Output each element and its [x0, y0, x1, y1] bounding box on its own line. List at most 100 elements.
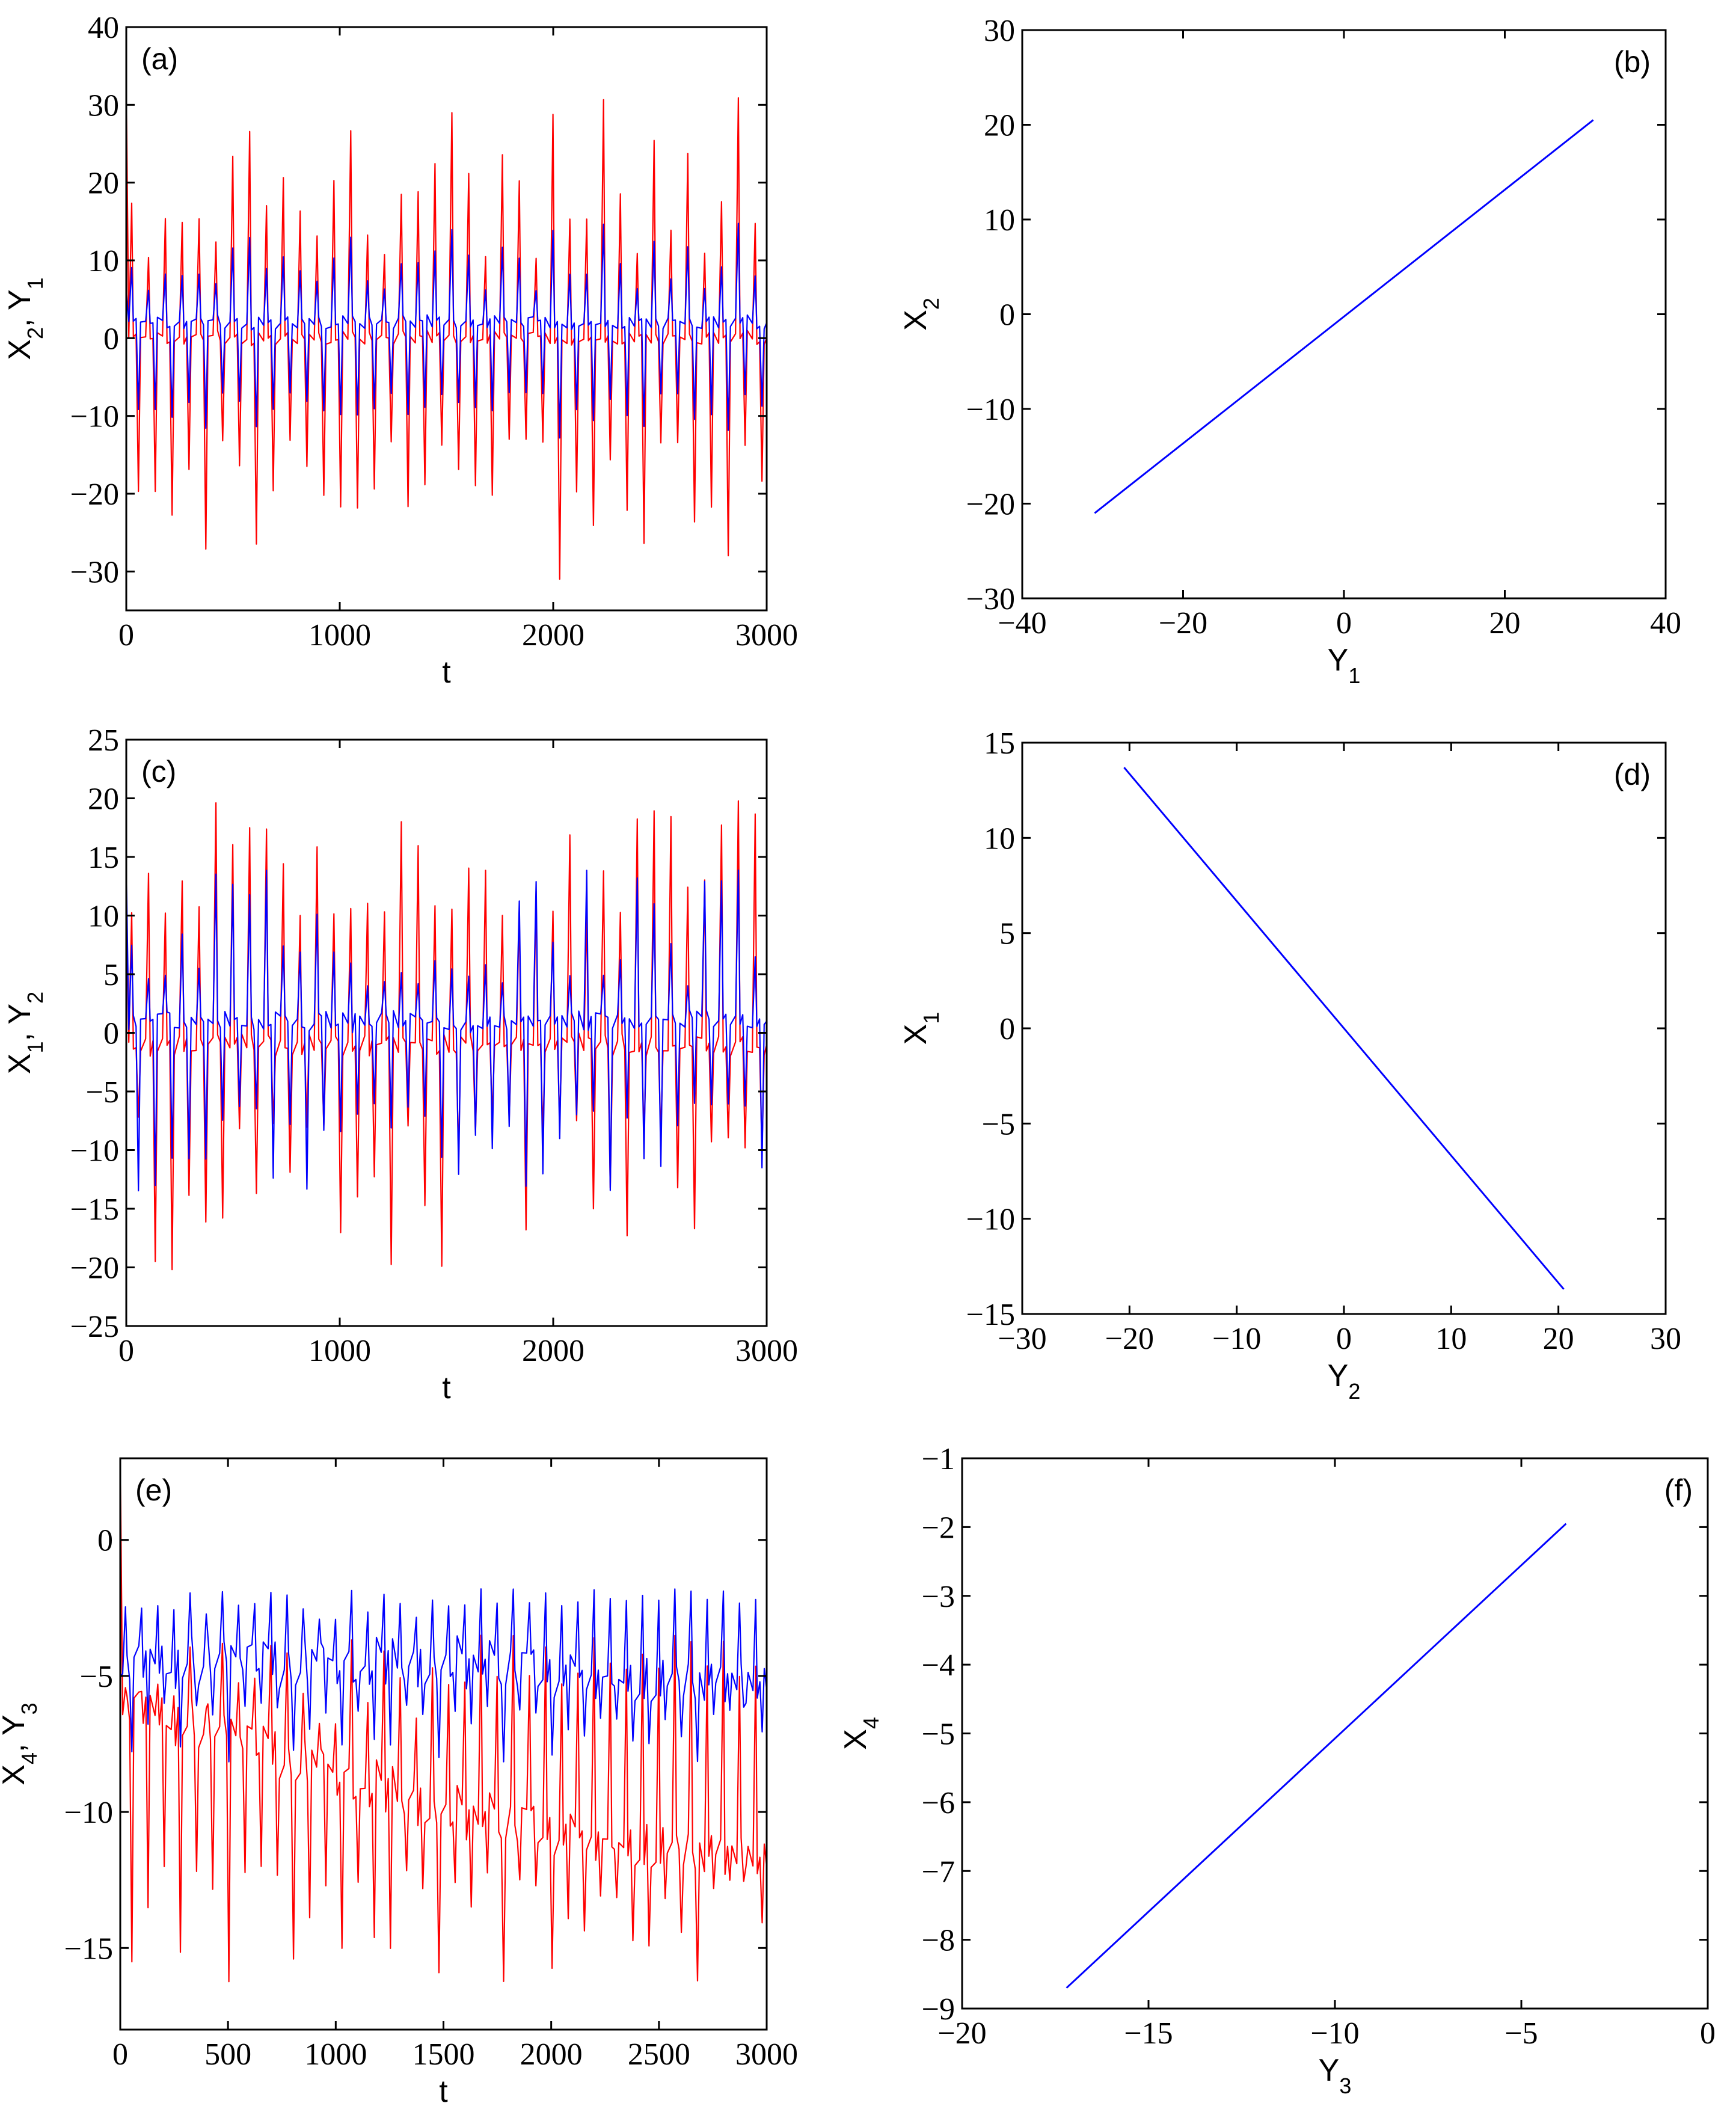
x-axis-label: t: [442, 1371, 451, 1405]
y-tick-label: −15: [966, 1298, 1015, 1332]
y-tick-label: −10: [966, 393, 1015, 427]
y-tick-label: −5: [922, 1717, 955, 1752]
series-y2: [126, 800, 767, 1271]
x-tick-label: 2000: [522, 618, 584, 652]
series-x2: [126, 223, 767, 439]
panel-label: (b): [1614, 45, 1651, 79]
y-tick-label: −10: [64, 1796, 113, 1830]
y-tick-label: 10: [984, 203, 1015, 238]
x-tick-label: 20: [1489, 606, 1521, 640]
series-x1-vs-y2: [1123, 767, 1565, 1290]
y-tick-label: 30: [984, 14, 1015, 48]
y-tick-label: 20: [88, 167, 119, 201]
y-tick-label: 0: [999, 298, 1015, 333]
x-tick-label: 1000: [308, 1334, 371, 1368]
x-tick-label: 2000: [522, 1334, 584, 1368]
x-tick-label: −5: [1504, 2016, 1538, 2051]
series-y1: [126, 89, 767, 580]
y-tick-label: −30: [966, 582, 1015, 616]
series-y3: [120, 1458, 767, 1983]
x-tick-label: 10: [1435, 1322, 1467, 1356]
y-tick-label: 40: [88, 11, 119, 45]
y-tick-label: −20: [70, 1251, 119, 1286]
y-axis-label: X2, Y1: [2, 277, 48, 360]
y-tick-label: 20: [984, 109, 1015, 143]
panel-a: 0 1000 2000 3000 −30 −20 −10 0 10 20 30 40 t X2, Y1 (a…: [2, 11, 798, 690]
y-tick-label: −25: [70, 1310, 119, 1344]
y-tick-label: 0: [97, 1524, 113, 1558]
y-tick-label: 15: [984, 726, 1015, 761]
y-tick-label: 20: [88, 782, 119, 817]
x-axis-label: t: [442, 655, 451, 690]
panel-e: 0 500 1000 1500 2000 2500 3000 −15 −10 −5 0 t X4, Y3…: [0, 1457, 798, 2109]
panel-d: −30 −20 −10 0 10 20 30 −15 −10 −5 0 5 10 15 Y2 X1 (d): [898, 726, 1681, 1404]
x-tick-label: −10: [1212, 1322, 1261, 1356]
y-tick-label: −10: [70, 400, 119, 434]
axes-frame: [961, 1457, 1709, 2010]
x-axis-label: Y3: [1319, 2053, 1352, 2098]
y-tick-label: −6: [922, 1786, 955, 1820]
y-tick-label: 15: [88, 841, 119, 875]
y-tick-label: −10: [70, 1134, 119, 1168]
panel-label: (d): [1614, 758, 1651, 791]
y-tick-label: 10: [88, 244, 119, 278]
x-tick-label: 40: [1650, 606, 1681, 640]
x-tick-label: −15: [1124, 2016, 1173, 2051]
y-axis-label: X4: [838, 1717, 883, 1750]
y-tick-label: −15: [70, 1193, 119, 1227]
y-axis-label: X1: [898, 1012, 943, 1045]
y-tick-label: −8: [922, 1924, 955, 1958]
x-axis-label: Y2: [1328, 1358, 1361, 1404]
y-tick-label: −4: [922, 1648, 955, 1683]
panel-label: (f): [1664, 1473, 1693, 1507]
panel-label: (a): [141, 42, 178, 76]
x-tick-label: −30: [998, 1322, 1046, 1356]
axes-frame: [119, 1457, 768, 2031]
x-tick-label: 1000: [308, 618, 371, 652]
x-tick-label: 3000: [735, 1334, 798, 1368]
y-tick-label: 0: [103, 322, 119, 356]
panel-c: 0 1000 2000 3000 −25 −20 −15 −10 −5 0 5 10 15 20 25 t X1…: [2, 723, 798, 1405]
y-axis-label: X1, Y2: [2, 992, 48, 1074]
panel-label: (e): [135, 1473, 172, 1507]
y-tick-label: 10: [984, 821, 1015, 856]
panel-f: −20 −15 −10 −5 0 −9 −8 −7 −6 −5 −4 −3 −2 −1 Y3 X4 (f): [838, 1442, 1716, 2098]
y-tick-label: −5: [86, 1075, 119, 1110]
y-tick-label: −10: [966, 1203, 1015, 1237]
y-tick-label: −5: [982, 1107, 1015, 1141]
y-tick-label: −5: [80, 1660, 113, 1694]
panel-label: (c): [141, 755, 176, 788]
y-tick-label: 0: [103, 1017, 119, 1051]
x-tick-label: 0: [118, 618, 134, 652]
y-tick-label: −7: [922, 1855, 955, 1889]
x-tick-label: 1000: [304, 2037, 367, 2072]
x-tick-label: 2500: [628, 2037, 690, 2072]
x-tick-label: −20: [1105, 1322, 1154, 1356]
x-tick-label: 0: [1336, 606, 1352, 640]
x-axis-label: t: [439, 2074, 448, 2109]
y-tick-label: 30: [88, 88, 119, 123]
y-tick-label: 5: [999, 917, 1015, 951]
x-tick-label: −40: [998, 606, 1046, 640]
y-tick-label: −2: [922, 1511, 955, 1545]
y-tick-label: −3: [922, 1580, 955, 1614]
series-x2-vs-y1: [1094, 119, 1594, 514]
x-tick-label: −10: [1310, 2016, 1359, 2051]
x-tick-label: 20: [1543, 1322, 1574, 1356]
panel-b: −40 −20 0 20 40 −30 −20 −10 0 10 20 30 Y1 X2 (b): [898, 14, 1681, 688]
series-x1: [126, 868, 767, 1192]
x-tick-label: −20: [937, 2016, 986, 2051]
x-tick-label: −20: [1159, 606, 1207, 640]
y-tick-label: 0: [999, 1012, 1015, 1046]
y-tick-label: 10: [88, 900, 119, 934]
series-x4-vs-y3: [1066, 1523, 1567, 1989]
x-tick-label: 1500: [413, 2037, 475, 2072]
x-tick-label: 3000: [735, 618, 798, 652]
y-tick-label: −9: [922, 1992, 955, 2027]
x-tick-label: 30: [1650, 1322, 1681, 1356]
x-tick-label: 0: [1700, 2016, 1716, 2051]
x-tick-label: 500: [204, 2037, 251, 2072]
y-tick-label: 25: [88, 723, 119, 758]
x-tick-label: 0: [112, 2037, 128, 2072]
y-tick-label: −20: [70, 477, 119, 512]
